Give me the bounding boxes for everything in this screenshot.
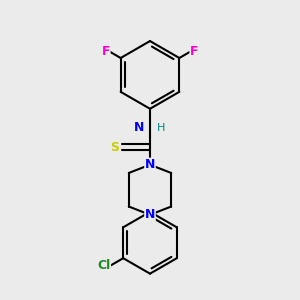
Text: N: N [145, 158, 155, 171]
Text: N: N [134, 122, 145, 134]
Text: Cl: Cl [97, 259, 110, 272]
Text: H: H [157, 123, 165, 133]
Text: N: N [145, 208, 155, 221]
Text: S: S [110, 141, 119, 154]
Text: F: F [101, 45, 110, 58]
Text: F: F [190, 45, 199, 58]
